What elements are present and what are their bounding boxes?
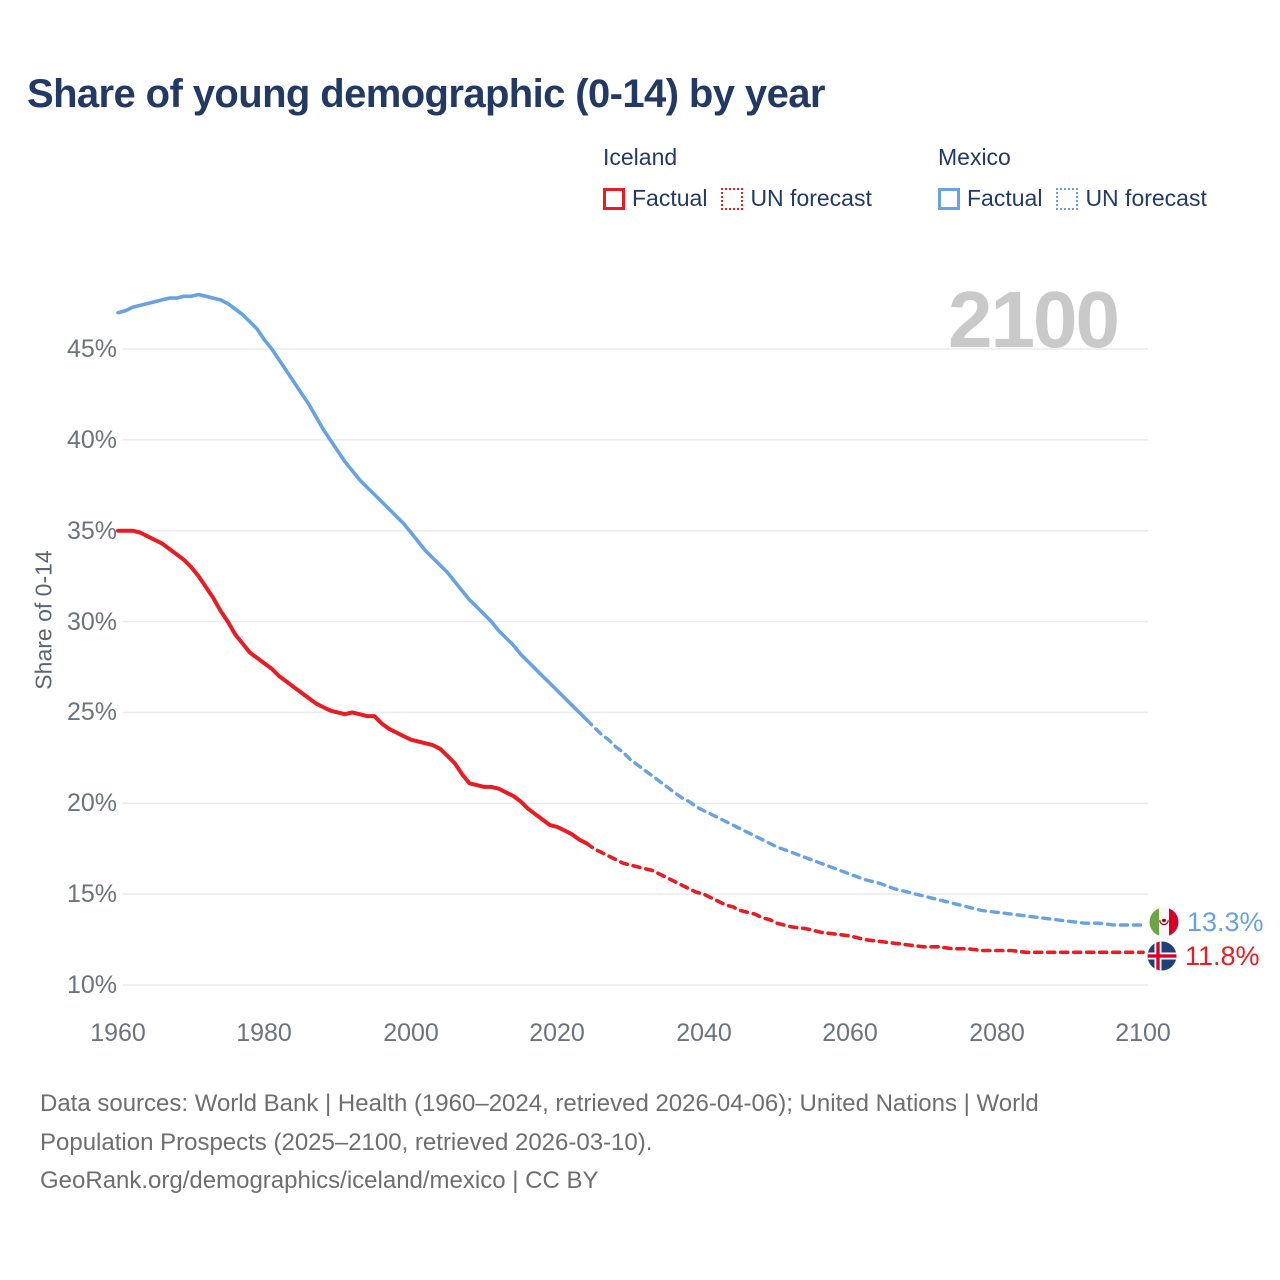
y-tick-label-20: 20% [66, 789, 117, 817]
legend-item-mexico-forecast: UN forecast [1056, 185, 1207, 212]
legend-label: UN forecast [750, 185, 872, 211]
year-watermark: 2100 [948, 275, 1120, 364]
iceland-factual-swatch-icon [603, 187, 625, 210]
legend-label: Factual [967, 185, 1043, 211]
mexico-flag-icon [1149, 907, 1179, 937]
y-tick-label-15: 15% [66, 880, 117, 908]
series-line-iceland-forecast [584, 841, 1145, 955]
y-tick-label-45: 45% [66, 335, 117, 363]
x-tick-label-1980: 1980 [236, 1019, 292, 1047]
y-tick-label-40: 40% [66, 426, 117, 454]
iceland-forecast-swatch-icon [721, 187, 744, 210]
page-title: Share of young demographic (0-14) by yea… [27, 72, 825, 116]
legend-label: Factual [632, 185, 708, 211]
x-tick-label-2000: 2000 [383, 1019, 439, 1047]
y-tick-label-30: 30% [66, 608, 117, 636]
legend-iceland: Iceland Factual UN forecast [603, 144, 872, 212]
x-tick-label-2100: 2100 [1115, 1019, 1171, 1047]
legend-item-mexico-factual: Factual [938, 185, 1042, 212]
x-tick-label-2080: 2080 [969, 1019, 1025, 1047]
legend-label: UN forecast [1085, 185, 1207, 211]
footer-data-sources-line1: Data sources: World Bank | Health (1960–… [40, 1090, 1039, 1117]
mexico-factual-swatch-icon [938, 187, 960, 210]
iceland-endpoint-label: 11.8% [1147, 941, 1260, 971]
iceland-flag-icon [1147, 941, 1177, 971]
y-tick-label-10: 10% [66, 971, 117, 999]
series-line-iceland-factual [116, 528, 589, 846]
series-line-mexico-factual [116, 292, 589, 722]
legend-iceland-title: Iceland [603, 144, 678, 170]
x-tick-label-2060: 2060 [822, 1019, 878, 1047]
mexico-forecast-swatch-icon [1056, 187, 1079, 210]
legend-mexico: Mexico Factual UN forecast [938, 144, 1207, 212]
footer-url: GeoRank.org/demographics/iceland/mexico … [40, 1167, 599, 1194]
x-tick-label-1960: 1960 [90, 1019, 146, 1047]
legend-item-iceland-forecast: UN forecast [721, 185, 872, 212]
mexico-end-value: 13.3% [1187, 907, 1264, 937]
footer: Data sources: World Bank | Health (1960–… [40, 1085, 1039, 1201]
legend-item-iceland-factual: Factual [603, 185, 707, 212]
y-tick-label-25: 25% [66, 698, 117, 726]
x-tick-label-2020: 2020 [529, 1019, 585, 1047]
mexico-endpoint-label: 13.3% [1149, 907, 1264, 937]
series-line-mexico-forecast [584, 718, 1145, 927]
iceland-end-value: 11.8% [1185, 941, 1260, 971]
footer-data-sources-line2: Population Prospects (2025–2100, retriev… [40, 1128, 653, 1156]
legend-mexico-title: Mexico [938, 144, 1011, 170]
x-tick-label-2040: 2040 [676, 1019, 732, 1047]
y-tick-label-35: 35% [66, 517, 117, 545]
